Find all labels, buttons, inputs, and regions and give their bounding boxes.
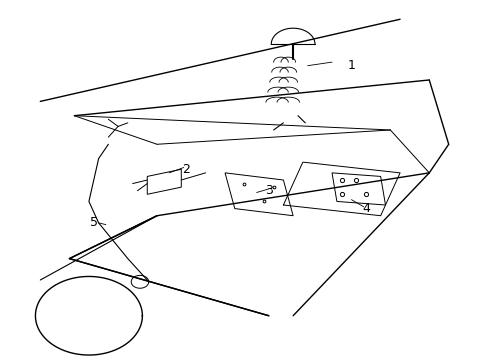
Text: 5: 5	[90, 216, 98, 229]
Text: 3: 3	[264, 184, 272, 197]
Text: 1: 1	[347, 59, 355, 72]
Text: 2: 2	[182, 163, 190, 176]
Text: 4: 4	[362, 202, 369, 215]
